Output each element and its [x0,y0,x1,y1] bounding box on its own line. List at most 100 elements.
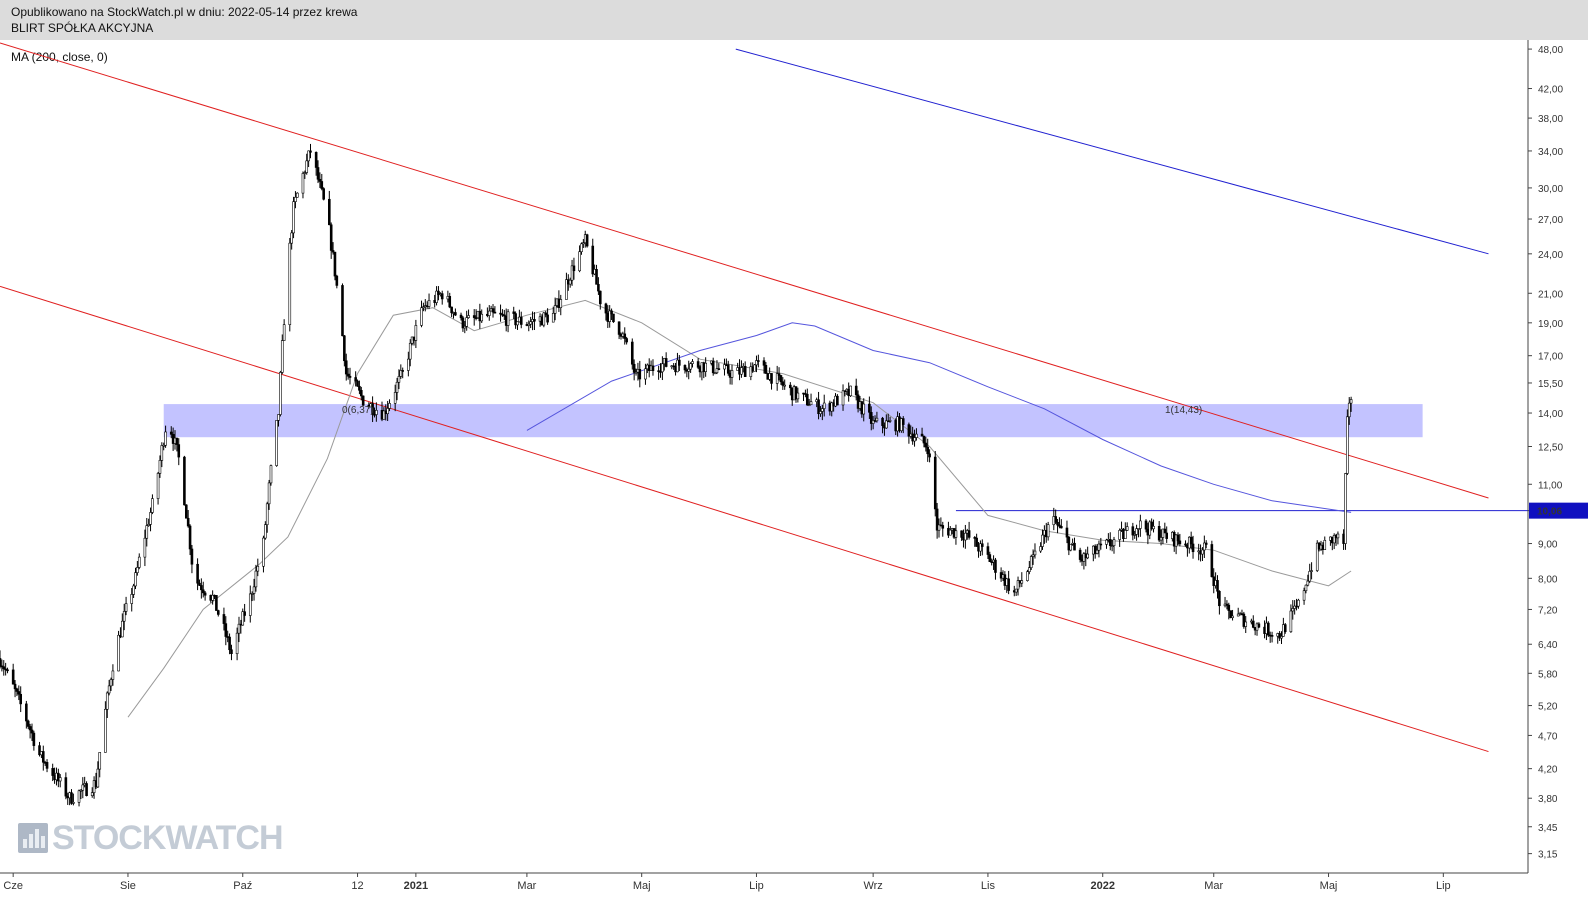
candle-body [868,403,871,413]
candle-body [267,482,271,505]
candle-body [386,408,389,415]
candle-body [335,275,339,286]
candle-body [862,403,866,415]
candle-body [19,693,22,705]
moving-average-200 [526,322,1352,513]
instrument-name: BLIRT SPÓŁKA AKCYJNA [11,21,154,35]
candle-body [1315,542,1319,571]
x-tick-label: Wrz [863,880,882,892]
chart-header: Opublikowano na StockWatch.pl w dniu: 20… [0,0,1588,40]
candle-body [1201,549,1204,555]
candle-body [333,251,337,277]
candle-body [1014,588,1018,593]
candle-body [726,364,730,374]
candle-body [177,444,181,458]
candle-body [565,279,568,300]
candle-body [1165,532,1168,539]
candle-body [474,317,478,319]
candle-body [1178,540,1182,545]
candle-body [1125,526,1129,531]
candle-body [544,312,548,316]
candle-body [1244,621,1248,627]
candle-body [382,410,386,420]
candle-body [796,392,800,400]
candle-body [1231,615,1234,619]
candle-body [235,632,239,654]
candle-body [875,417,879,422]
candle-body [836,395,839,406]
candle-body [869,412,873,424]
candle-body [188,525,192,550]
candle-body [122,611,126,622]
candle-body [821,408,824,412]
candle-body [1031,554,1035,557]
candle-body [30,729,34,734]
candle-body [264,524,267,539]
candle-body [117,634,120,672]
candle-body [994,559,997,573]
candle-body [529,321,532,325]
candle-body [322,188,325,200]
candle-body [578,251,581,272]
trendline-upper [0,42,1489,499]
candle-body [437,290,440,295]
candle-body [551,313,555,323]
candle-body [822,402,826,409]
x-tick-label: Lis [981,880,996,892]
candle-body [316,167,320,180]
candle-body [371,403,374,415]
candle-body [819,411,822,415]
candle-body [1191,543,1195,553]
candle-body [463,326,467,329]
candle-body [301,173,305,194]
candle-body [169,431,173,435]
x-tick-label: 2022 [1090,880,1114,892]
candle-body [248,593,252,616]
candle-body [307,150,310,162]
candle-body [151,498,154,513]
candle-body [275,420,278,466]
y-tick-label: 4,20 [1538,765,1558,776]
candle-body [132,585,135,595]
candle-body [595,269,598,285]
candle-body [542,312,546,326]
candle-body [591,245,595,275]
candle-body [975,537,978,547]
candle-body [6,669,9,672]
candle-body [687,368,691,372]
y-tick-label: 5,20 [1538,702,1558,713]
candle-body [1218,590,1221,607]
candle-body [749,366,753,377]
candle-body [1095,549,1099,554]
candle-body [715,368,719,374]
candle-body [740,367,743,375]
candle-body [1112,539,1116,546]
candle-body [252,586,256,594]
candle-body [1332,535,1336,544]
candle-body [4,668,7,671]
candle-body [1108,539,1112,546]
candle-body [1135,528,1138,535]
candle-body [288,242,292,325]
candle-body [296,192,299,198]
candle-body [279,372,282,415]
candle-body [70,792,73,804]
candle-body [450,306,453,314]
candle-body [184,504,188,519]
candle-body [779,375,783,383]
y-tick-label: 17,00 [1538,352,1563,363]
candle-body [937,524,941,531]
candle-body [568,279,572,285]
candle-body [849,385,852,397]
candle-body [809,401,813,406]
candle-body [2,666,6,670]
candle-body [186,517,190,527]
candle-body [85,783,88,797]
candle-body [775,373,779,384]
candle-body [512,311,516,314]
candle-body [572,265,576,272]
candle-body [661,363,664,373]
x-tick-label: Maj [1320,880,1338,892]
candle-body [580,243,583,253]
